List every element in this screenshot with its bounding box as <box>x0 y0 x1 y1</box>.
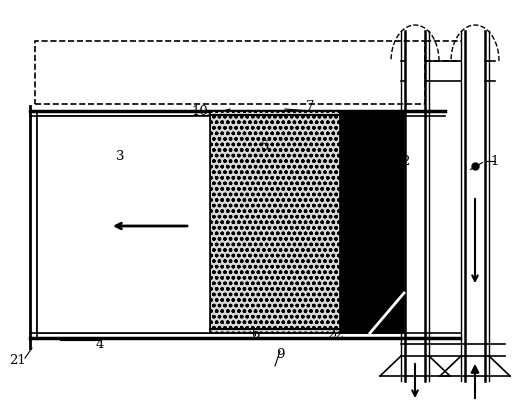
Text: 1: 1 <box>491 154 499 168</box>
Text: 8: 8 <box>356 119 364 133</box>
Text: 9: 9 <box>276 347 284 361</box>
Text: 7: 7 <box>306 99 314 112</box>
Text: 6: 6 <box>251 327 259 341</box>
Text: 4: 4 <box>96 337 104 351</box>
Text: 3: 3 <box>116 149 124 163</box>
Bar <box>37 116 210 333</box>
Bar <box>340 111 404 333</box>
Text: 2: 2 <box>401 154 409 168</box>
Text: 22: 22 <box>327 327 343 341</box>
Text: 5: 5 <box>261 139 269 153</box>
Text: 21: 21 <box>10 354 26 367</box>
Bar <box>35 41 425 104</box>
Text: 10: 10 <box>192 104 209 117</box>
Bar <box>210 111 340 333</box>
